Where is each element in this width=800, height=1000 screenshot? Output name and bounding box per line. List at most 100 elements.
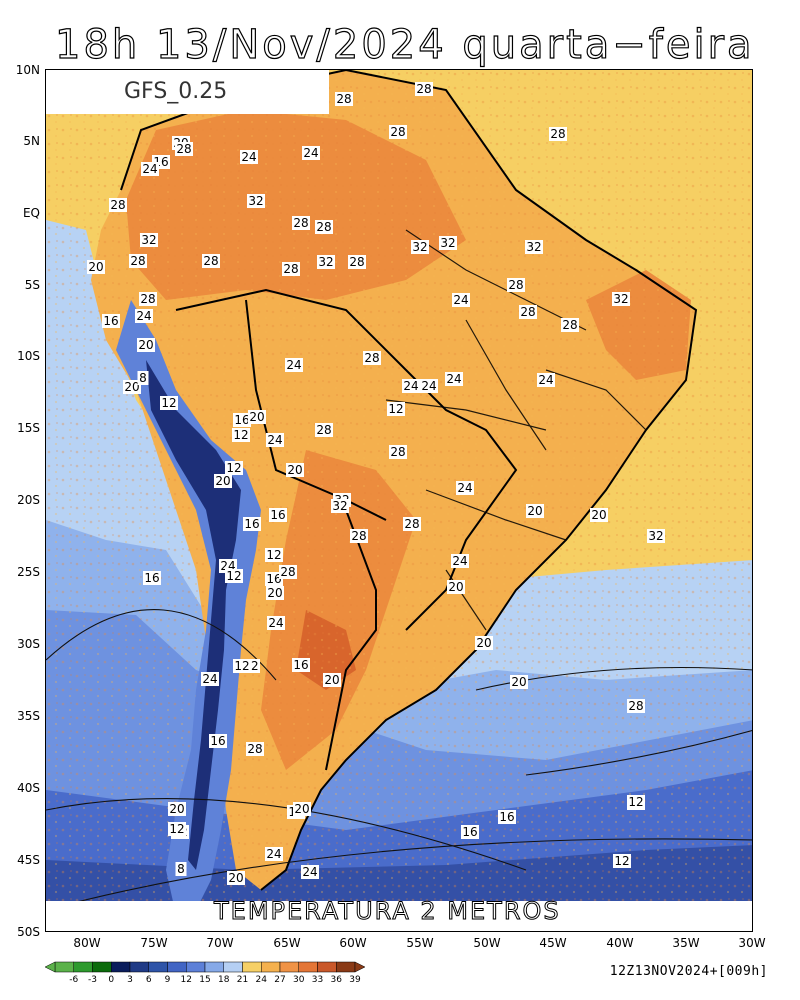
- svg-text:28: 28: [176, 142, 191, 156]
- lon-label: 30W: [738, 936, 766, 950]
- contour-label: 16: [143, 571, 161, 585]
- andes-cool-strip: [116, 300, 261, 915]
- svg-text:20: 20: [124, 380, 139, 394]
- svg-text:28: 28: [349, 255, 364, 269]
- svg-text:20: 20: [448, 580, 463, 594]
- contour-label: 28: [627, 699, 645, 713]
- svg-text:32: 32: [141, 233, 156, 247]
- model-label-box: GFS_0.25: [46, 70, 329, 114]
- svg-text:24: 24: [403, 379, 418, 393]
- colorbar-tick-label: 33: [311, 975, 324, 985]
- model-label: GFS_0.25: [124, 79, 228, 104]
- contour-label: 20: [590, 508, 608, 522]
- temperature-map: 2828282824162024242832282832283228283228…: [46, 70, 752, 931]
- isotherm-lines: [46, 609, 752, 911]
- contour-label: 24: [445, 372, 463, 386]
- svg-text:28: 28: [316, 220, 331, 234]
- contour-label: 16: [209, 734, 227, 748]
- contour-label: 20: [266, 586, 284, 600]
- svg-text:16: 16: [210, 734, 225, 748]
- contour-label: 16: [498, 810, 516, 824]
- svg-text:20: 20: [249, 410, 264, 424]
- colorbar-cell: [148, 961, 168, 973]
- contour-label: 12: [225, 461, 243, 475]
- colorbar-cell: [167, 961, 187, 973]
- svg-text:20: 20: [476, 636, 491, 650]
- contour-label: 8: [137, 371, 149, 385]
- svg-text:20: 20: [228, 871, 243, 885]
- colorbar-tick-label: 21: [236, 975, 249, 985]
- lon-label: 75W: [140, 936, 168, 950]
- contour-label: 16: [102, 314, 120, 328]
- contour-label: 24: [537, 373, 555, 387]
- svg-text:24: 24: [453, 293, 468, 307]
- svg-text:20: 20: [527, 504, 542, 518]
- colorbar-tick-label: 0: [108, 975, 115, 985]
- contour-label: 28: [389, 445, 407, 459]
- colorbar-tick-label: 39: [349, 975, 361, 985]
- contour-label: 28: [415, 82, 433, 96]
- svg-text:16: 16: [270, 508, 285, 522]
- lon-label: 45W: [539, 936, 567, 950]
- svg-text:28: 28: [628, 699, 643, 713]
- svg-text:24: 24: [241, 150, 256, 164]
- contour-label: 28: [315, 423, 333, 437]
- contour-label: 24: [141, 162, 159, 176]
- svg-text:32: 32: [613, 292, 628, 306]
- svg-text:28: 28: [562, 318, 577, 332]
- lat-label: 5S: [24, 278, 40, 292]
- svg-text:24: 24: [136, 309, 151, 323]
- svg-text:28: 28: [390, 125, 405, 139]
- svg-text:28: 28: [293, 216, 308, 230]
- svg-text:8: 8: [139, 371, 147, 385]
- contour-label: 20: [293, 802, 311, 816]
- svg-text:24: 24: [452, 554, 467, 568]
- colorbar-tick-label: 36: [330, 975, 342, 985]
- svg-text:20: 20: [294, 802, 309, 816]
- contour-label: 32: [439, 236, 457, 250]
- contour-label: 28: [279, 565, 297, 579]
- contour-label: 20: [168, 802, 186, 816]
- contour-label: 24: [420, 379, 438, 393]
- contour-label: 28: [507, 278, 525, 292]
- colorbar-cell: [298, 961, 318, 973]
- lat-label: 15S: [17, 421, 40, 435]
- contour-label: 20: [87, 260, 105, 274]
- lat-label: 35S: [17, 709, 40, 723]
- svg-text:8: 8: [177, 862, 185, 876]
- contour-label: 28: [350, 529, 368, 543]
- svg-text:28: 28: [203, 254, 218, 268]
- contour-label: 28: [519, 305, 537, 319]
- svg-text:28: 28: [336, 92, 351, 106]
- svg-text:24: 24: [268, 616, 283, 630]
- svg-text:16: 16: [103, 314, 118, 328]
- svg-text:28: 28: [390, 445, 405, 459]
- contour-label: 12: [160, 396, 178, 410]
- contour-label: 24: [302, 146, 320, 160]
- lat-label: 20S: [17, 493, 40, 507]
- svg-text:20: 20: [591, 508, 606, 522]
- svg-text:28: 28: [364, 351, 379, 365]
- contour-label: 32: [317, 255, 335, 269]
- lat-label: 40S: [17, 781, 40, 795]
- contour-label: 28: [363, 351, 381, 365]
- svg-text:32: 32: [648, 529, 663, 543]
- contour-label: 16: [292, 658, 310, 672]
- svg-text:24: 24: [286, 358, 301, 372]
- svg-text:16: 16: [499, 810, 514, 824]
- svg-text:28: 28: [280, 565, 295, 579]
- colorbar-cell: [261, 961, 281, 973]
- svg-text:20: 20: [267, 586, 282, 600]
- contour-label: 24: [201, 672, 219, 686]
- colorbar: [45, 961, 365, 973]
- svg-text:28: 28: [416, 82, 431, 96]
- svg-text:24: 24: [266, 847, 281, 861]
- contour-label: 32: [247, 194, 265, 208]
- contour-label: 12: [232, 428, 250, 442]
- colorbar-cell: [186, 961, 206, 973]
- svg-text:20: 20: [138, 338, 153, 352]
- contour-label: 24: [301, 865, 319, 879]
- svg-text:16: 16: [462, 825, 477, 839]
- contour-label: 20: [214, 474, 232, 488]
- lon-label: 80W: [73, 936, 101, 950]
